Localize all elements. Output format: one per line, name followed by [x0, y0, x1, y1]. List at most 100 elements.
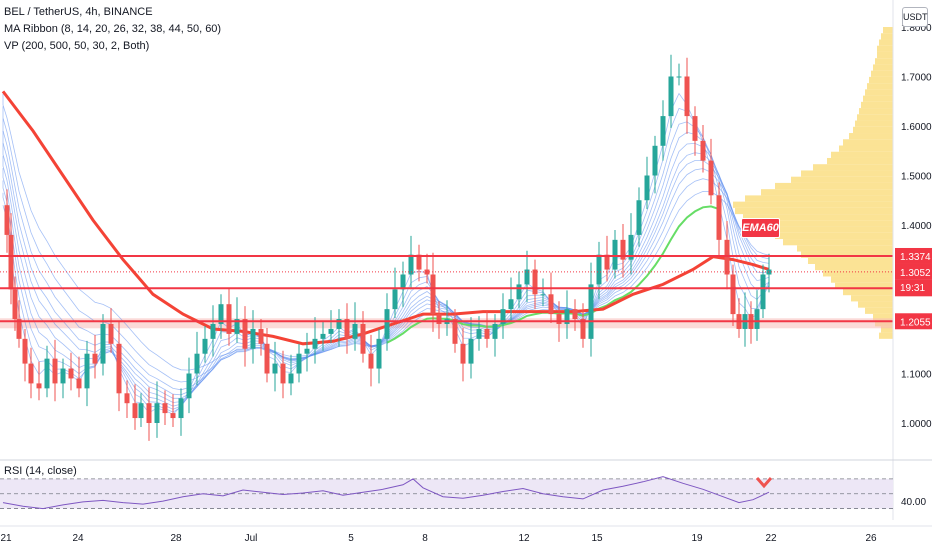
candle-body [400, 274, 406, 290]
x-tick-label: 26 [865, 533, 877, 544]
candle-body [4, 205, 10, 235]
candle-body [580, 319, 586, 339]
price-tag-label: 1.3052 [900, 268, 931, 279]
candle-body [628, 234, 634, 260]
candle-body [178, 398, 184, 419]
x-tick-label: 24 [72, 533, 84, 544]
candle-body [234, 319, 240, 334]
symbol-legend[interactable]: BEL / TetherUS, 4h, BINANCE [4, 6, 153, 18]
price-tag-box [895, 263, 932, 280]
y-tick-label: 1.4000 [901, 221, 932, 232]
candle-body [336, 319, 342, 329]
vp-legend[interactable]: VP (200, 500, 50, 30, 2, Both) [4, 40, 150, 52]
candle-body [288, 373, 294, 384]
volume-profile-bar [861, 101, 893, 109]
volume-profile-bar [775, 232, 893, 240]
candle-body [242, 319, 248, 349]
candle-body [492, 324, 498, 339]
volume-profile-bar [865, 89, 893, 96]
x-tick-label: 21 [0, 533, 12, 544]
candle-body [468, 338, 474, 364]
candle-body [716, 195, 722, 240]
candle-body [484, 328, 490, 339]
x-tick-label: Jul [245, 533, 258, 544]
volume-profile-bar [835, 282, 893, 289]
ma-ribbon-legend[interactable]: MA Ribbon (8, 14, 20, 26, 32, 38, 44, 50… [4, 23, 222, 35]
volume-profile-bar [743, 214, 893, 221]
volume-profile-bar [801, 251, 893, 258]
candle-body [16, 319, 22, 339]
y-tick-label: 1.5000 [901, 172, 932, 183]
volume-profile-bar [851, 295, 893, 302]
candle-body [84, 353, 90, 389]
candle-body [548, 294, 554, 315]
y-tick-label: 1.1000 [901, 370, 932, 381]
volume-profile-bar [735, 207, 893, 215]
candle-body [8, 234, 14, 290]
candle-body [392, 289, 398, 310]
volume-profile-bar [843, 139, 893, 146]
candle-body [452, 319, 458, 344]
volume-profile-bar [873, 313, 893, 321]
volume-profile-bar [855, 120, 893, 127]
candle-body [52, 358, 58, 384]
volume-profile-bar [873, 64, 893, 71]
candle-body [296, 353, 302, 374]
candle-body [68, 368, 74, 379]
candle-body [508, 299, 514, 310]
candle-body [430, 274, 436, 315]
candle-body [636, 200, 642, 235]
candle-body [202, 338, 208, 354]
candle-body [44, 358, 50, 389]
currency-button[interactable]: USDT [902, 7, 928, 27]
candle-body [730, 274, 736, 315]
volume-profile-bar [849, 133, 893, 140]
volume-profile-bar [761, 189, 893, 196]
volume-profile-bar [745, 195, 893, 202]
rsi-legend[interactable]: RSI (14, close) [4, 465, 77, 477]
candle-body [684, 76, 690, 117]
countdown-label: 19:31 [900, 283, 925, 294]
chevron-down-icon [755, 477, 773, 489]
y-tick-label: 1.8000 [901, 23, 932, 34]
volume-profile-bar [867, 83, 893, 90]
candle-body [12, 289, 18, 320]
countdown-box [895, 279, 932, 294]
volume-profile-bar [827, 157, 893, 165]
candle-body [226, 304, 232, 334]
candle-body [60, 368, 66, 384]
rsi-level-label: 40.00 [901, 497, 926, 508]
candle-body [376, 338, 382, 369]
candle-body [652, 145, 658, 176]
volume-profile-bar [808, 257, 893, 265]
candle-body [36, 383, 42, 389]
volume-profile-bar [863, 95, 893, 102]
volume-profile-bar [858, 301, 893, 308]
volume-profile-bar [853, 126, 893, 134]
candle-body [170, 413, 176, 419]
candle-body [100, 324, 106, 364]
candle-body [154, 403, 160, 423]
y-tick-label: 1.7000 [901, 73, 932, 84]
candle-body [596, 254, 602, 285]
x-tick-label: 28 [170, 533, 182, 544]
candle-body [194, 353, 200, 374]
x-tick-label: 12 [518, 533, 530, 544]
candle-body [476, 328, 482, 339]
volume-profile-bar [879, 39, 893, 46]
volume-profile-bar [797, 245, 893, 252]
candle-body [368, 353, 374, 369]
volume-profile-bar [881, 326, 893, 333]
x-tick-label: 19 [691, 533, 703, 544]
candle-body [408, 254, 414, 275]
volume-profile-bar [869, 76, 893, 84]
candle-body [250, 328, 256, 349]
candle-body [162, 403, 168, 414]
volume-profile-bar [815, 264, 893, 271]
volume-profile-bar [857, 114, 893, 121]
candle-body [384, 309, 390, 339]
candle-body [210, 324, 216, 339]
candle-body [516, 284, 522, 300]
candle-body [28, 363, 34, 384]
